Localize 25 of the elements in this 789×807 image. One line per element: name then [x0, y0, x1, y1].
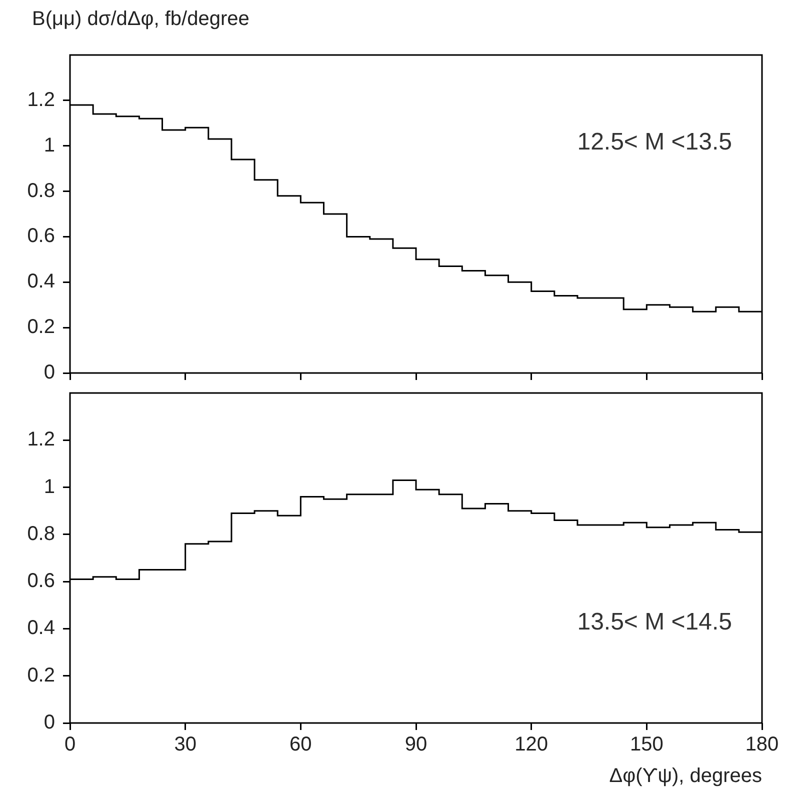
y-tick-label: 0.4 — [27, 617, 55, 640]
x-tick-label: 180 — [745, 734, 779, 756]
x-tick-label: 150 — [630, 734, 664, 756]
y-tick-label: 0.8 — [27, 522, 55, 545]
x-axis-title: Δφ(ϒψ), degrees — [609, 765, 762, 788]
x-tick-label: 60 — [290, 734, 312, 756]
y-tick-label: 1 — [44, 134, 55, 156]
y-tick-label: 0.6 — [27, 570, 55, 592]
x-tick-label: 0 — [64, 734, 76, 756]
y-tick-label: 1.2 — [27, 428, 55, 451]
x-tick-label: 30 — [174, 734, 196, 756]
x-tick-label: 120 — [514, 734, 548, 756]
y-tick-label: 0.4 — [27, 270, 55, 293]
y-tick-label: 1 — [44, 476, 55, 498]
annotation: 12.5< M <13.5 — [577, 128, 732, 156]
y-tick-label: 0.6 — [27, 225, 55, 248]
y-tick-label: 0.8 — [27, 180, 55, 202]
y-tick-label: 0 — [44, 712, 55, 734]
y-tick-label: 0.2 — [27, 316, 55, 338]
y-tick-label: 0.2 — [27, 664, 55, 686]
annotation: 13.5< M <14.5 — [577, 608, 732, 636]
x-tick-label: 90 — [404, 734, 428, 756]
y-axis-title: B(μμ) dσ/dΔφ, fb/degree — [32, 8, 250, 31]
y-tick-label: 1.2 — [27, 88, 55, 111]
y-tick-label: 0 — [44, 362, 55, 384]
